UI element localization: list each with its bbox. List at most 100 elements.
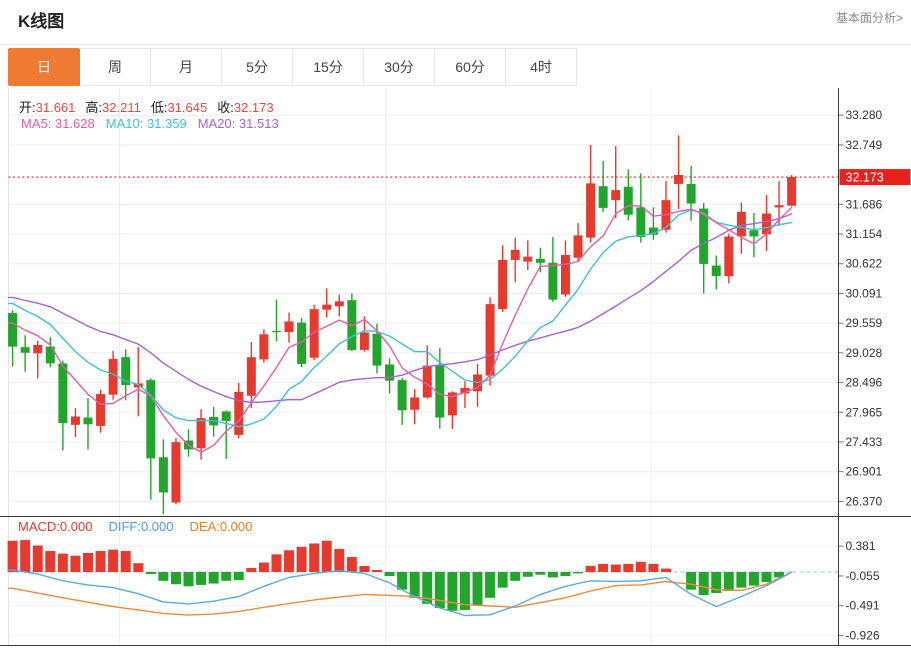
macd-hist-bar-28 bbox=[359, 565, 370, 572]
macd-hist-bar-42 bbox=[535, 572, 546, 575]
price-tick-label-8: 29.028 bbox=[846, 346, 883, 360]
diff-legend-item: DIFF:0.000 bbox=[108, 519, 174, 534]
macd-hist-bar-36 bbox=[459, 572, 470, 611]
macd-hist-bar-51 bbox=[648, 563, 659, 572]
macd-hist-bar-37 bbox=[472, 572, 483, 606]
tab-period-2[interactable]: 月 bbox=[150, 48, 222, 86]
tab-period-5[interactable]: 30分 bbox=[363, 48, 435, 86]
macd-tick-label-1: -0.055 bbox=[846, 569, 880, 583]
macd-hist-bar-45 bbox=[573, 572, 584, 574]
macd-hist-bar-14 bbox=[183, 572, 194, 587]
candle-body-7 bbox=[96, 394, 106, 426]
price-tick-label-4: 31.154 bbox=[846, 227, 883, 241]
page-title: K线图 bbox=[18, 12, 65, 31]
tab-period-4[interactable]: 15分 bbox=[292, 48, 364, 86]
macd-hist-bar-41 bbox=[522, 572, 533, 577]
last-price-badge bbox=[839, 169, 911, 186]
candle-body-53 bbox=[674, 175, 684, 184]
candle-body-35 bbox=[447, 392, 457, 416]
ohlc-legend: 开:31.661 高:32.211 低:31.645 收:32.173 bbox=[19, 97, 284, 116]
macd-hist-bar-24 bbox=[309, 543, 320, 572]
candle-body-62 bbox=[787, 177, 797, 206]
macd-hist-bar-60 bbox=[761, 572, 772, 583]
diff-line bbox=[7, 569, 793, 617]
candle-body-30 bbox=[385, 364, 395, 381]
candle-body-5 bbox=[70, 416, 80, 425]
price-tick-label-12: 26.901 bbox=[846, 465, 883, 479]
ma20-line bbox=[7, 213, 793, 404]
macd-hist-bar-38 bbox=[485, 572, 496, 598]
macd-hist-bar-10 bbox=[133, 563, 144, 572]
candle-body-38 bbox=[485, 304, 495, 376]
candle-body-31 bbox=[397, 380, 407, 411]
macd-hist-bar-8 bbox=[108, 549, 119, 572]
macd-hist-bar-6 bbox=[82, 552, 93, 572]
price-tick-label-11: 27.433 bbox=[846, 435, 883, 449]
macd-hist-bar-35 bbox=[447, 572, 458, 611]
macd-tick-label-0: 0.381 bbox=[846, 539, 876, 553]
fundamental-analysis-link[interactable]: 基本面分析> bbox=[835, 11, 903, 25]
candle-body-2 bbox=[33, 344, 43, 354]
price-tick-label-13: 26.370 bbox=[846, 494, 883, 508]
candle-body-22 bbox=[284, 321, 294, 333]
candle-body-36 bbox=[460, 387, 470, 394]
candle-body-43 bbox=[548, 262, 558, 300]
price-tick-label-6: 30.091 bbox=[846, 286, 883, 300]
candle-body-58 bbox=[736, 211, 746, 237]
macd-hist-bar-56 bbox=[711, 572, 722, 594]
price-tick-label-7: 29.559 bbox=[846, 316, 883, 330]
macd-hist-bar-23 bbox=[296, 546, 307, 572]
candle-body-60 bbox=[762, 213, 771, 235]
tab-period-6[interactable]: 60分 bbox=[434, 48, 506, 86]
macd-hist-bar-3 bbox=[45, 550, 56, 572]
candle-body-28 bbox=[359, 332, 369, 350]
candle-body-21 bbox=[271, 330, 281, 333]
price-tick-label-10: 27.965 bbox=[846, 405, 883, 419]
macd-hist-bar-57 bbox=[723, 572, 734, 592]
candle-body-24 bbox=[309, 309, 319, 358]
macd-hist-bar-1 bbox=[20, 540, 31, 572]
macd-hist-bar-20 bbox=[258, 562, 269, 572]
dea-line bbox=[7, 571, 793, 616]
candle-body-13 bbox=[171, 442, 181, 503]
macd-hist-bar-39 bbox=[497, 572, 508, 588]
candle-body-40 bbox=[510, 249, 520, 260]
macd-hist-bar-11 bbox=[145, 572, 156, 575]
macd-hist-bar-40 bbox=[510, 572, 521, 581]
ma-legend: MA5: 31.628 MA10: 31.359 MA20: 31.513 bbox=[21, 116, 290, 131]
header-divider bbox=[0, 44, 911, 45]
macd-hist-bar-7 bbox=[95, 550, 106, 572]
macd-hist-bar-19 bbox=[246, 567, 257, 572]
candle-body-55 bbox=[699, 208, 709, 264]
dea-legend-item: DEA:0.000 bbox=[189, 519, 253, 534]
candle-body-41 bbox=[523, 256, 533, 262]
candle-body-45 bbox=[573, 235, 583, 258]
macd-hist-bar-22 bbox=[284, 550, 295, 572]
tab-period-7[interactable]: 4时 bbox=[505, 48, 577, 86]
high-label: 高: bbox=[85, 100, 103, 115]
candle-body-8 bbox=[108, 358, 118, 395]
candle-body-3 bbox=[45, 346, 55, 364]
candle-body-33 bbox=[422, 365, 432, 398]
macd-hist-bar-47 bbox=[598, 563, 609, 572]
tab-period-0[interactable]: 日 bbox=[8, 48, 80, 86]
price-tick-label-3: 31.686 bbox=[846, 197, 883, 211]
candle-body-12 bbox=[158, 457, 168, 493]
macd-hist-bar-27 bbox=[346, 557, 357, 572]
macd-hist-bar-13 bbox=[170, 572, 181, 585]
ma5-line bbox=[7, 204, 793, 453]
open-label: 开: bbox=[19, 100, 36, 115]
macd-hist-bar-5 bbox=[70, 555, 81, 572]
macd-tick-label-2: -0.491 bbox=[846, 599, 880, 613]
candle-body-23 bbox=[297, 322, 307, 364]
ma10-legend-item: MA10: 31.359 bbox=[105, 116, 187, 131]
tab-period-3[interactable]: 5分 bbox=[221, 48, 293, 86]
low-value: 31.645 bbox=[167, 100, 208, 115]
candle-body-29 bbox=[372, 333, 382, 366]
candle-body-34 bbox=[435, 365, 445, 418]
macd-hist-bar-26 bbox=[334, 548, 345, 572]
high-value: 32.211 bbox=[102, 100, 141, 115]
macd-hist-bar-44 bbox=[560, 572, 571, 577]
